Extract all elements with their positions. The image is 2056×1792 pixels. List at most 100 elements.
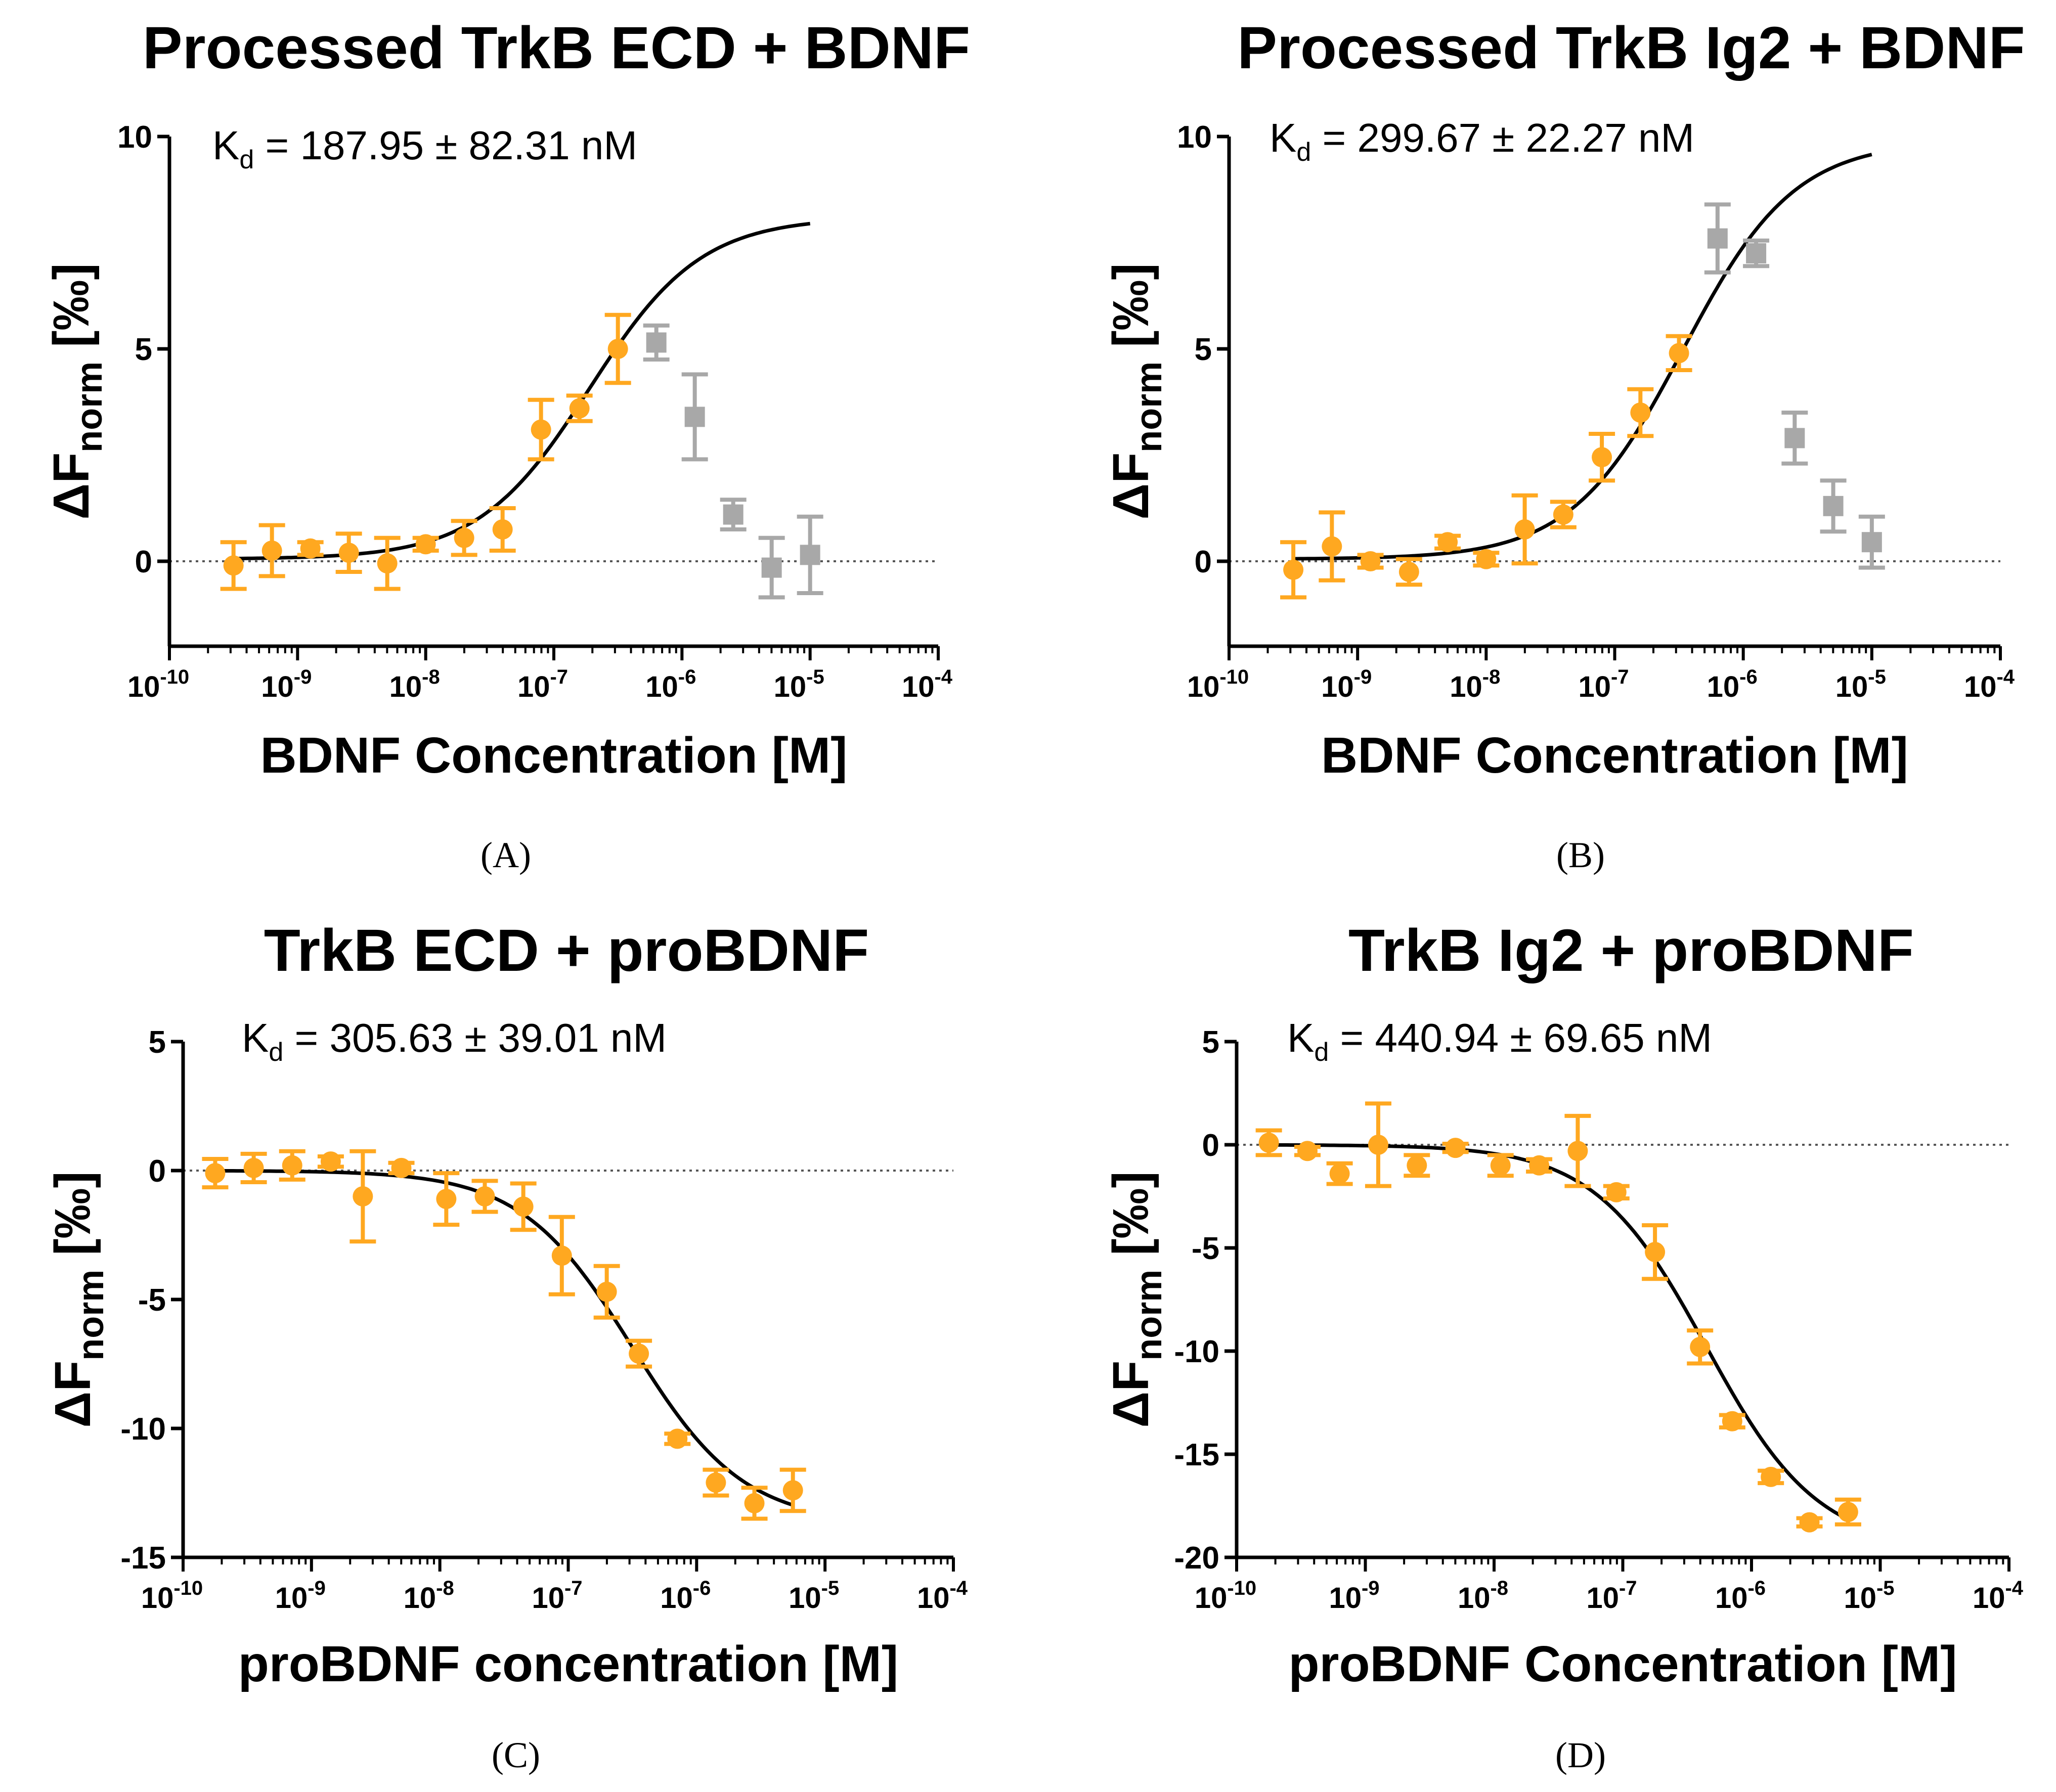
excluded-marker	[1707, 228, 1728, 249]
kd-annotation: Kd = 299.67 ± 22.27 nM	[1270, 115, 1694, 167]
x-tick-base: 10	[275, 1582, 308, 1615]
kd-symbol: K	[1287, 1015, 1314, 1060]
data-point	[566, 393, 593, 423]
x-tick-exponent: -8	[436, 1577, 454, 1599]
kd-value: = 187.95 ± 82.31 nM	[254, 123, 637, 168]
data-point	[1511, 493, 1538, 566]
x-tick-label: 10-7	[1578, 666, 1629, 703]
kd-value: = 440.94 ± 69.65 nM	[1329, 1015, 1712, 1060]
y-axis-title-subscript: norm	[1129, 1270, 1169, 1361]
x-tick-label: 10-5	[1835, 666, 1886, 703]
y-axis-title-unit: [‰]	[43, 263, 100, 361]
x-axis-title: proBDNF concentration [M]	[238, 1636, 898, 1692]
data-marker	[492, 519, 513, 540]
x-tick-label: 10-8	[1458, 1577, 1508, 1615]
excluded-point	[720, 498, 747, 531]
y-axis-title-subscript: norm	[1129, 362, 1169, 453]
excluded-point	[758, 535, 785, 600]
x-tick-exponent: -9	[1362, 1577, 1380, 1599]
x-tick-label: 10-8	[389, 666, 440, 703]
data-marker	[1553, 504, 1573, 525]
data-marker	[1592, 447, 1612, 468]
x-tick-exponent: -7	[564, 1577, 583, 1599]
excluded-marker	[1746, 243, 1767, 263]
excluded-point	[1781, 411, 1808, 466]
x-tick-exponent: -10	[160, 666, 189, 688]
excluded-point	[1820, 478, 1847, 534]
x-tick-exponent: -5	[821, 1577, 840, 1599]
data-marker	[436, 1189, 457, 1209]
excluded-marker	[1784, 428, 1805, 449]
y-tick-label: 0	[1202, 1128, 1219, 1163]
data-point	[471, 1179, 498, 1214]
data-point	[335, 531, 362, 574]
x-tick-exponent: -10	[1227, 1577, 1256, 1599]
x-tick-exponent: -4	[1996, 666, 2015, 688]
x-tick-label: 10-8	[404, 1577, 454, 1615]
kd-value: = 305.63 ± 39.01 nM	[283, 1015, 667, 1060]
y-tick-label: 5	[1195, 332, 1212, 367]
x-tick-base: 10	[1835, 670, 1868, 703]
x-tick-exponent: -8	[1482, 666, 1501, 688]
excluded-marker	[646, 332, 667, 353]
data-point	[240, 1151, 267, 1184]
data-point	[1666, 334, 1692, 372]
y-axis-title-delta: ΔF	[1103, 1361, 1159, 1428]
data-marker	[1445, 1138, 1466, 1158]
y-axis-title: ΔFnorm [‰]	[45, 1171, 111, 1427]
x-tick-base: 10	[1329, 1582, 1362, 1615]
data-marker	[1630, 402, 1651, 423]
x-tick-exponent: -6	[678, 666, 696, 688]
data-point	[779, 1467, 806, 1513]
data-marker	[261, 541, 282, 561]
data-point	[489, 506, 516, 553]
excluded-marker	[1823, 496, 1844, 516]
x-tick-exponent: -9	[1354, 666, 1372, 688]
data-point	[1642, 1223, 1669, 1281]
x-tick-label: 10-4	[1973, 1577, 2024, 1615]
data-marker	[415, 534, 436, 555]
data-point	[451, 519, 477, 557]
data-point	[1603, 1182, 1630, 1202]
x-tick-base: 10	[141, 1582, 174, 1615]
data-marker	[1799, 1512, 1820, 1533]
x-tick-base: 10	[902, 670, 935, 703]
y-tick-label: -20	[1174, 1541, 1219, 1576]
kd-annotation: Kd = 305.63 ± 39.01 nM	[242, 1015, 667, 1067]
x-tick-base: 10	[917, 1582, 950, 1615]
data-point	[1627, 387, 1654, 438]
data-marker	[1722, 1411, 1742, 1431]
data-marker	[282, 1155, 302, 1176]
data-marker	[1669, 343, 1689, 364]
y-tick-label: -15	[1174, 1438, 1219, 1472]
y-axis-title-delta: ΔF	[45, 1361, 101, 1428]
data-marker	[205, 1163, 226, 1184]
y-tick-label: -15	[120, 1541, 166, 1576]
data-point	[703, 1467, 729, 1498]
data-point	[433, 1171, 460, 1227]
y-tick-label: 5	[1202, 1025, 1219, 1060]
data-marker	[1514, 519, 1535, 540]
data-point	[510, 1181, 537, 1232]
x-tick-exponent: -4	[2005, 1577, 2023, 1599]
x-tick-label: 10-6	[645, 666, 696, 703]
x-tick-label: 10-4	[1964, 666, 2015, 703]
chart-title: TrkB Ig2 + proBDNF	[1348, 917, 1914, 984]
kd-subscript: d	[269, 1038, 283, 1067]
data-marker	[243, 1157, 264, 1178]
data-point	[548, 1215, 575, 1296]
data-point	[279, 1149, 305, 1182]
panel-label: (C)	[492, 1735, 540, 1775]
data-point	[1526, 1155, 1553, 1176]
data-point	[317, 1151, 344, 1172]
data-marker	[551, 1245, 572, 1266]
kd-subscript: d	[1296, 138, 1311, 167]
excluded-point	[1743, 238, 1770, 268]
data-marker	[1476, 549, 1497, 569]
y-axis-title-delta: ΔF	[43, 453, 100, 520]
x-tick-exponent: -5	[806, 666, 824, 688]
x-tick-base: 10	[1450, 670, 1482, 703]
data-marker	[223, 555, 244, 576]
